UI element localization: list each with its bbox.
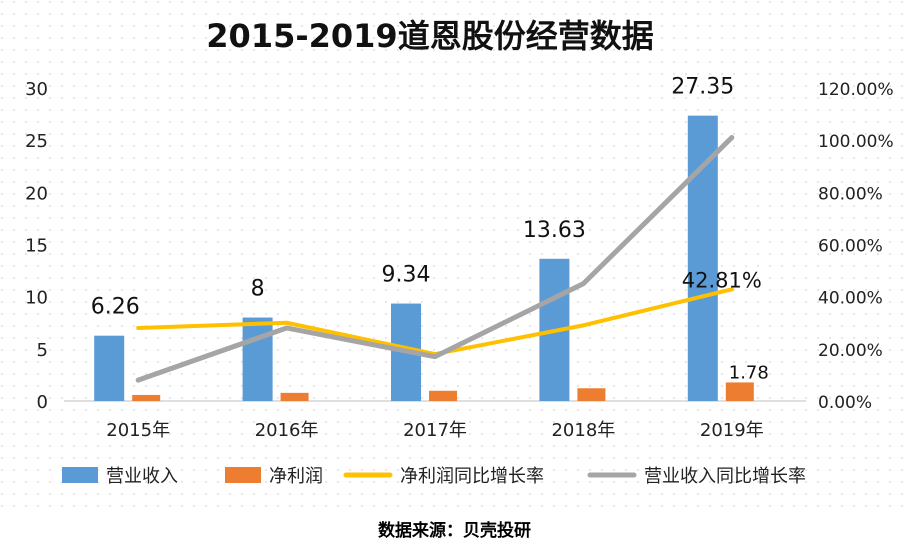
left-axis-tick: 5	[37, 340, 48, 361]
left-axis-tick: 25	[25, 131, 48, 152]
source-note: 数据来源：贝壳投研	[378, 521, 531, 541]
left-axis-tick: 15	[25, 236, 48, 257]
net-profit-bar	[577, 388, 606, 401]
net-profit-bar	[132, 394, 161, 401]
revenue-bar	[242, 317, 273, 401]
right-axis-tick: 60.00%	[818, 237, 883, 257]
left-axis-tick: 20	[25, 183, 48, 204]
right-axis-tick: 120.00%	[818, 80, 894, 100]
x-axis-tick: 2018年	[551, 420, 615, 441]
left-axis-tick: 0	[37, 392, 48, 413]
right-axis-tick: 40.00%	[818, 289, 883, 309]
revenue-data-label: 13.63	[523, 218, 586, 243]
right-axis-tick: 100.00%	[818, 132, 894, 152]
revenue-data-label: 27.35	[671, 75, 734, 100]
x-axis-tick: 2016年	[255, 420, 319, 441]
net-profit-bar	[725, 382, 754, 401]
right-axis-tick: 20.00%	[818, 341, 883, 361]
legend-label: 营业收入同比增长率	[644, 466, 806, 487]
legend-swatch	[225, 467, 261, 483]
left-axis-tick: 30	[25, 79, 48, 100]
revenue-growth-line	[135, 135, 735, 383]
revenue-data-label: 8	[251, 277, 265, 302]
x-axis-tick: 2019年	[700, 420, 764, 441]
right-axis-tick: 80.00%	[818, 184, 883, 204]
x-axis-tick: 2015年	[106, 420, 170, 441]
profit-growth-data-label: 42.81%	[682, 268, 762, 292]
revenue-bar	[94, 335, 125, 401]
legend-label: 净利润同比增长率	[400, 466, 544, 487]
chart-title: 2015-2019道恩股份经营数据	[206, 17, 653, 55]
right-axis-tick: 0.00%	[818, 393, 872, 413]
net-profit-data-label: 1.78	[729, 362, 769, 383]
net-profit-bar	[429, 390, 457, 401]
legend-label: 营业收入	[106, 466, 178, 487]
x-axis-tick: 2017年	[403, 420, 467, 441]
chart-background	[0, 0, 909, 514]
net-profit-bar	[280, 392, 309, 401]
legend-swatch	[62, 467, 98, 483]
legend-label: 净利润	[269, 466, 323, 487]
revenue-data-label: 6.26	[91, 295, 140, 320]
revenue-data-label: 9.34	[382, 263, 431, 288]
left-axis-tick: 10	[25, 288, 48, 309]
